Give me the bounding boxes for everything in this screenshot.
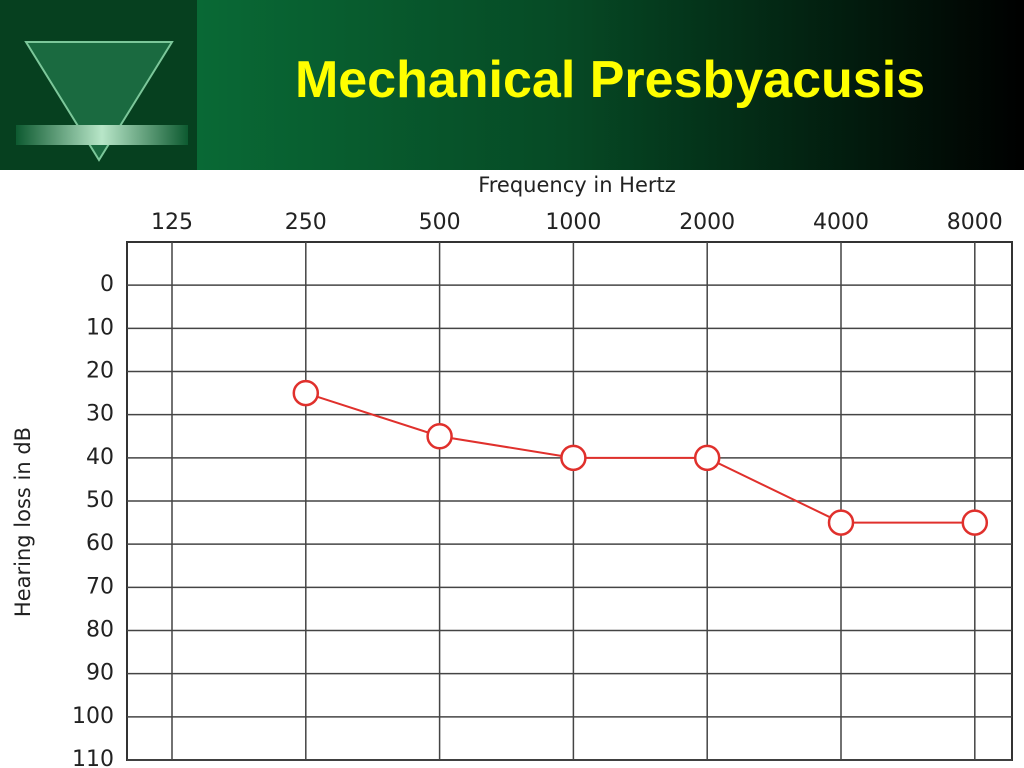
- y-tick-label: 60: [86, 531, 114, 556]
- y-tick-label: 100: [72, 704, 114, 729]
- slide-title: Mechanical Presbyacusis: [295, 51, 925, 109]
- y-tick-label: 80: [86, 618, 114, 643]
- chart-area: [1, 170, 1023, 768]
- y-tick-label: 70: [86, 574, 114, 599]
- y-tick-label: 10: [86, 315, 114, 340]
- x-tick-label: 1000: [545, 210, 601, 235]
- data-point: [292, 379, 320, 407]
- data-line: [305, 392, 975, 524]
- y-tick-label: 0: [100, 272, 114, 297]
- x-tick-label: 2000: [679, 210, 735, 235]
- y-tick-label: 20: [86, 359, 114, 384]
- data-point: [961, 509, 989, 536]
- data-point: [693, 444, 721, 472]
- data-point: [426, 423, 453, 450]
- y-tick-label: 90: [86, 661, 114, 686]
- y-axis-label: Hearing loss in dB: [11, 427, 35, 617]
- y-tick-label: 50: [86, 488, 114, 513]
- x-tick-label: 125: [151, 210, 193, 235]
- data-point: [827, 509, 855, 536]
- x-tick-label: 4000: [813, 210, 869, 235]
- data-point: [560, 444, 587, 472]
- x-tick-label: 500: [419, 210, 461, 235]
- x-tick-label: 250: [285, 210, 327, 235]
- x-tick-label: 8000: [947, 210, 1003, 235]
- logo-bar: [16, 125, 188, 145]
- y-tick-label: 30: [86, 402, 114, 427]
- logo-triangle: [24, 41, 174, 162]
- y-tick-label: 110: [72, 747, 114, 768]
- x-axis-label: Frequency in Hertz: [478, 173, 676, 197]
- y-tick-label: 40: [86, 445, 114, 470]
